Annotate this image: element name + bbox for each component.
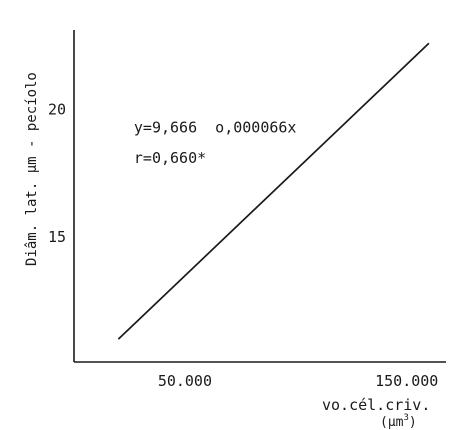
x-tick-labels: 50.000 150.000	[158, 372, 439, 390]
x-axis-label: vo.cél.criv.	[322, 396, 430, 414]
x-axis-unit-base: (µm	[380, 415, 404, 430]
x-tick-label: 50.000	[158, 372, 212, 390]
regression-line	[117, 42, 430, 340]
x-axis-unit-close: )	[409, 415, 417, 430]
x-tick-label: 150.000	[375, 372, 438, 390]
x-axis-unit: (µm3)	[380, 413, 417, 430]
y-tick-label: 15	[48, 228, 66, 246]
y-axis-label: Diâm. lat. µm - pecíolo	[24, 72, 40, 266]
x-axis-unit-exponent: 3	[403, 413, 408, 423]
annotations: y=9,666 o,000066x r=0,660*	[134, 119, 297, 168]
annotation-1: y=9,666 o,000066x	[134, 119, 297, 137]
annotation-2: r=0,660*	[134, 149, 206, 167]
y-tick-label: 20	[48, 101, 66, 119]
